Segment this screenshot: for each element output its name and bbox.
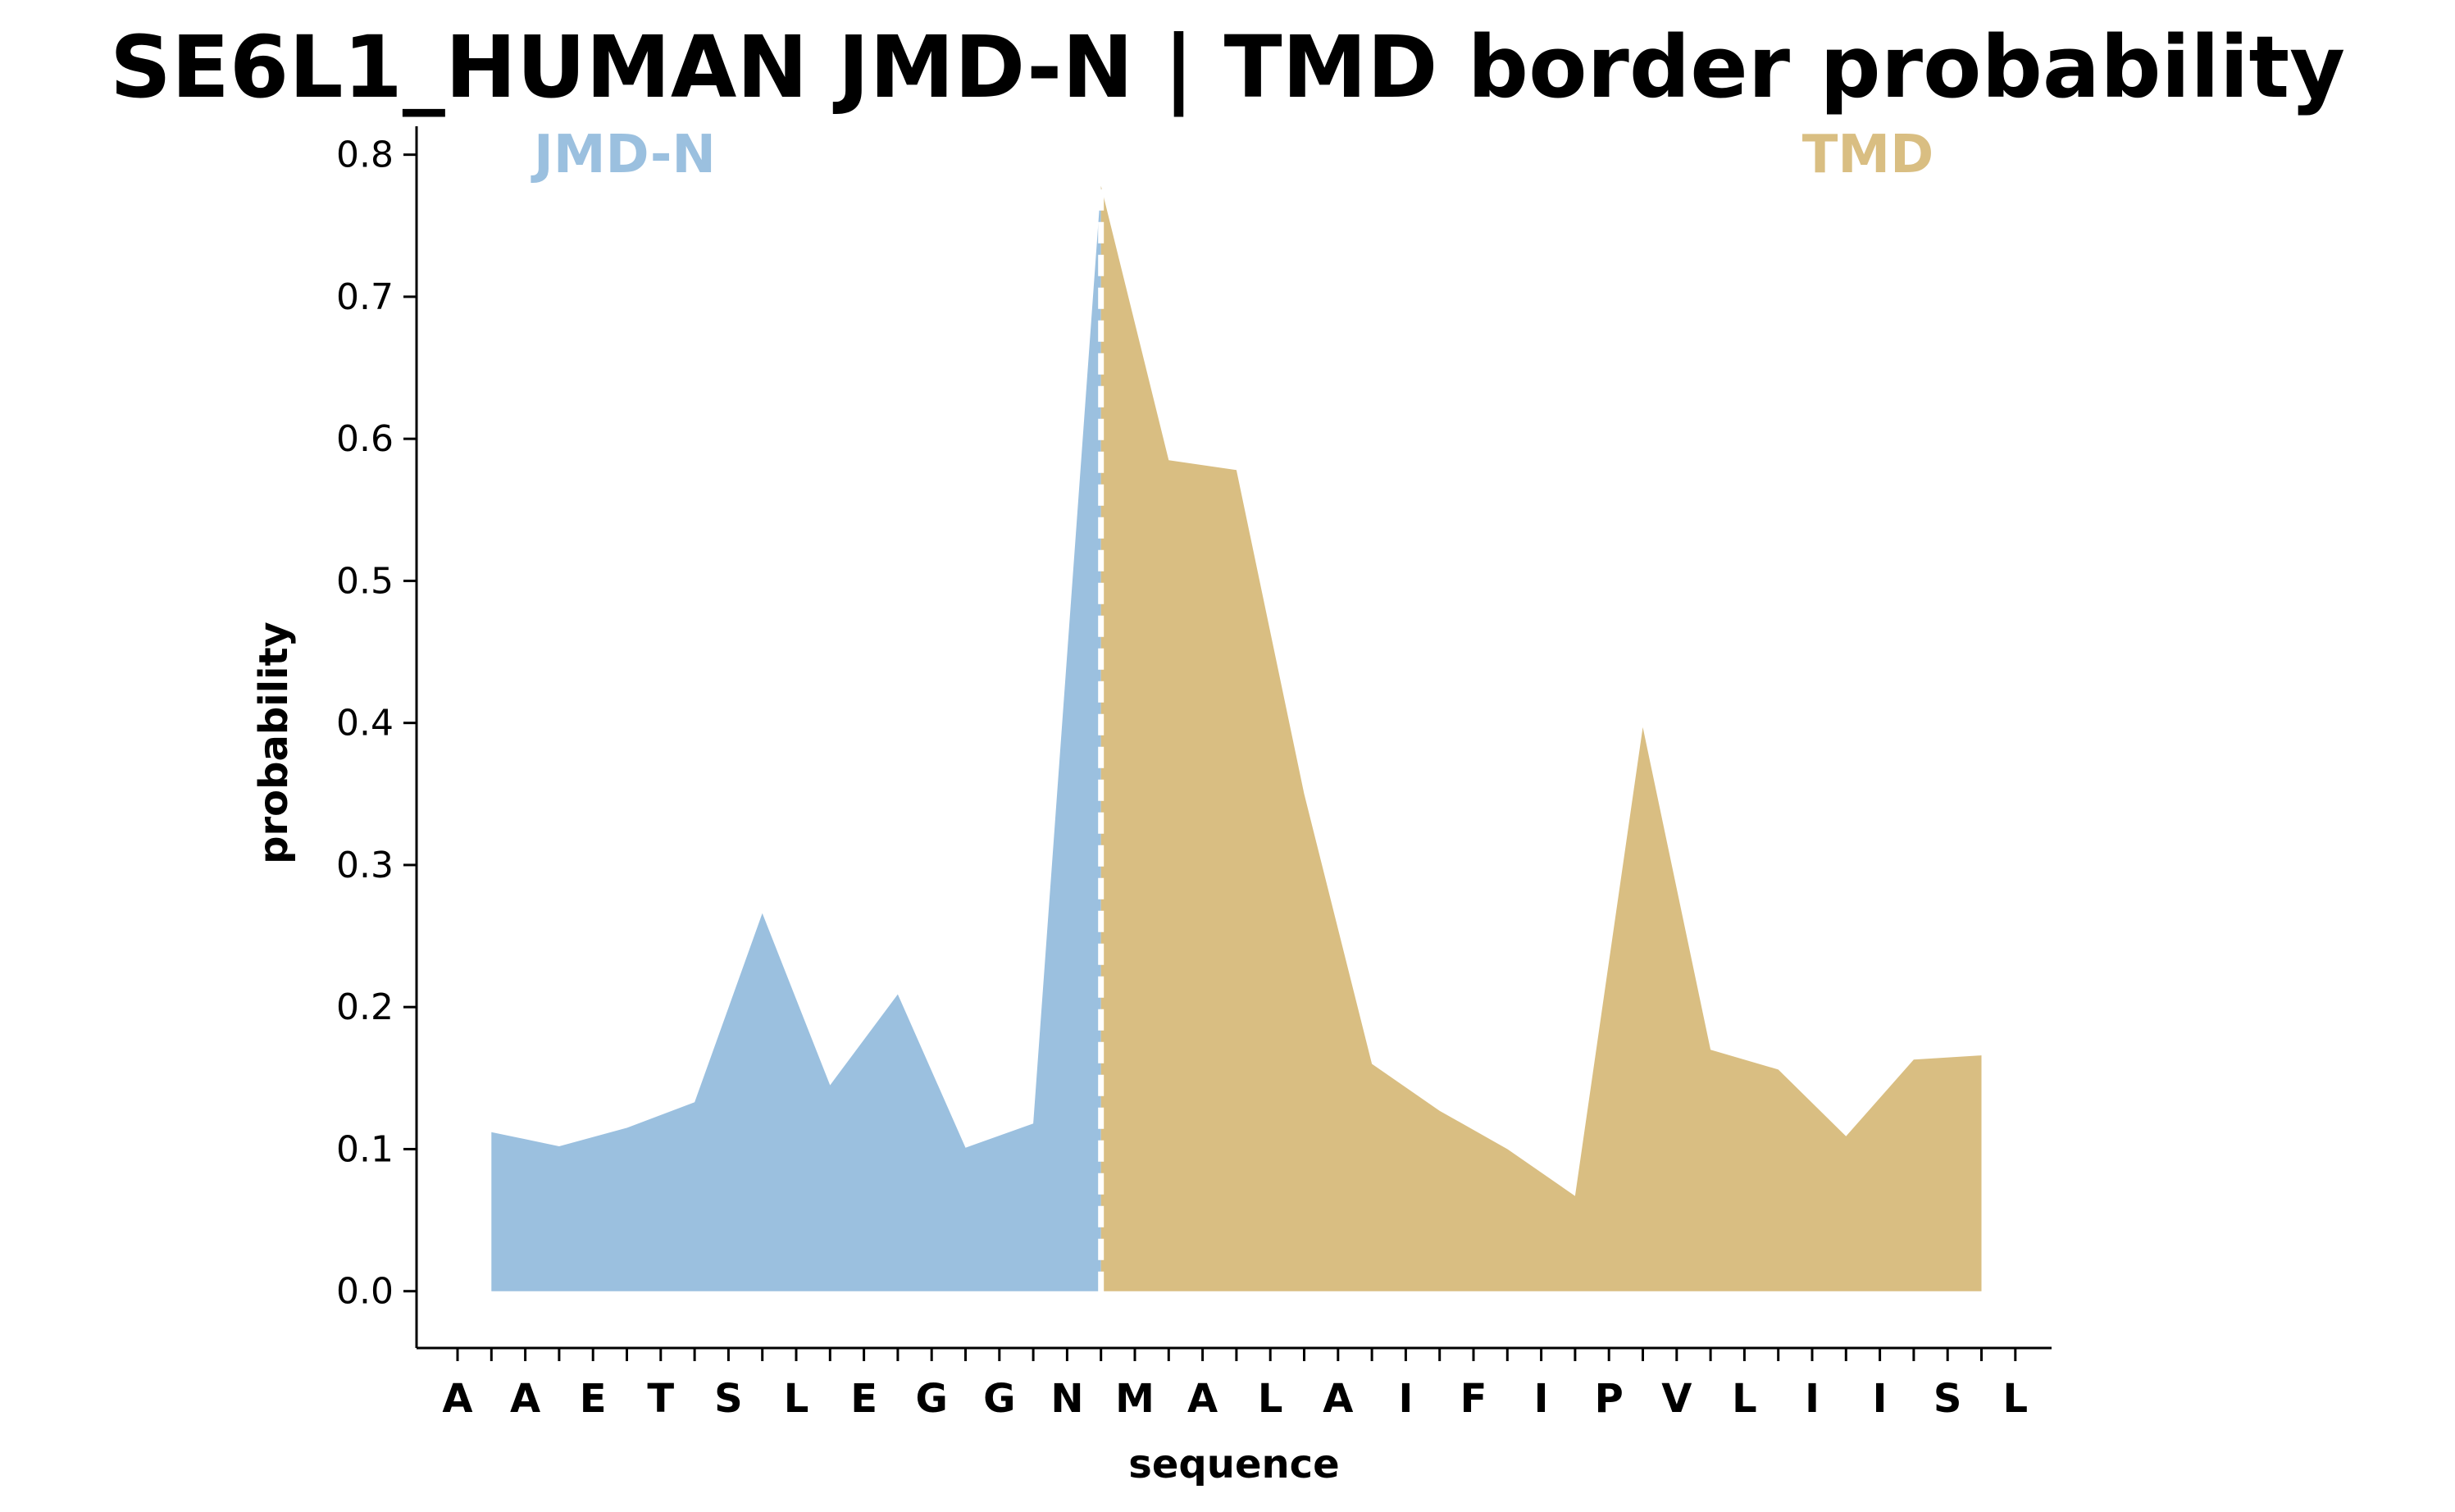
x-tick-label: G <box>983 1376 1015 1422</box>
y-tick-label: 0.7 <box>336 276 394 318</box>
y-tick-label: 0.1 <box>336 1128 394 1170</box>
x-tick-label: V <box>1661 1376 1692 1422</box>
x-tick-label: S <box>714 1376 743 1422</box>
x-tick-label: F <box>1460 1376 1487 1422</box>
x-tick-label: S <box>1933 1376 1962 1422</box>
x-tick-label: M <box>1115 1376 1155 1422</box>
x-tick-label: A <box>442 1376 472 1422</box>
x-tick-label: A <box>1187 1376 1218 1422</box>
y-tick-label: 0.8 <box>336 134 394 176</box>
x-tick-label: I <box>1873 1376 1888 1422</box>
x-tick-label: A <box>1323 1376 1353 1422</box>
area-tmd <box>1100 185 1982 1291</box>
x-tick-label: L <box>1732 1376 1757 1422</box>
x-axis-label: sequence <box>1128 1441 1339 1487</box>
x-tick-label: L <box>784 1376 809 1422</box>
y-tick-label: 0.2 <box>336 986 394 1028</box>
x-tick-label: I <box>1398 1376 1413 1422</box>
x-tick-label: E <box>580 1376 607 1422</box>
x-tick-label: I <box>1805 1376 1820 1422</box>
area-series-group <box>491 185 1982 1291</box>
x-tick-label: I <box>1534 1376 1549 1422</box>
chart-title: SE6L1_HUMAN JMD-N | TMD border probabili… <box>110 17 2345 117</box>
y-tick-label: 0.3 <box>336 845 394 886</box>
region-labels-group: JMD-N TMD <box>531 125 1933 185</box>
y-tick-label: 0.5 <box>336 560 394 602</box>
x-tick-label: L <box>2003 1376 2029 1422</box>
area-jmd-n <box>491 185 1101 1291</box>
region-label-jmd-n: JMD-N <box>531 125 716 185</box>
y-axis-label: probability <box>251 622 297 864</box>
region-label-tmd: TMD <box>1802 125 1933 185</box>
y-ticks-group: 0.0 0.1 0.2 0.3 0.4 0.5 0.6 0.7 0.8 <box>336 134 417 1313</box>
y-tick-label: 0.6 <box>336 418 394 460</box>
x-tick-label: P <box>1595 1376 1624 1422</box>
y-tick-label: 0.0 <box>336 1271 394 1313</box>
x-tick-label: E <box>850 1376 877 1422</box>
x-tick-label: N <box>1050 1376 1083 1422</box>
y-tick-label: 0.4 <box>336 703 394 745</box>
x-tick-label: L <box>1258 1376 1283 1422</box>
x-tick-label: A <box>510 1376 540 1422</box>
x-tick-label: G <box>915 1376 947 1422</box>
x-tick-label: T <box>647 1376 674 1422</box>
